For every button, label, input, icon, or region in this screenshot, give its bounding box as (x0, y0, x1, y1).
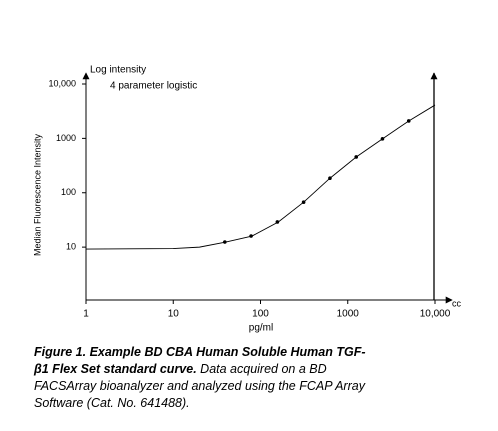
caption-text: Data acquired on a BD FACSArray bioanaly… (34, 362, 365, 410)
data-point (301, 200, 306, 205)
y-tick-label: 10,000 (48, 78, 76, 88)
x-tick-label: 100 (252, 309, 269, 320)
y-axis-title: Median Fluorescence Intensity (32, 133, 42, 256)
data-point (354, 155, 359, 159)
fit-curve (85, 104, 436, 250)
data-point (406, 119, 411, 123)
x-axis-end-label: cc (452, 298, 462, 308)
data-point (249, 234, 253, 238)
data-point (223, 240, 227, 244)
chart: Log intensity 4 parameter logistic Media… (32, 65, 462, 334)
x-axis-title: pg/ml (249, 323, 273, 334)
x-tick-label: 1000 (337, 309, 360, 320)
x-tick-label: 1 (83, 309, 89, 320)
data-point (328, 176, 332, 181)
y-tick-label: 10 (66, 242, 76, 252)
y-tick-label: 100 (61, 187, 76, 197)
x-tick-label: 10,000 (420, 309, 451, 320)
y-tick-label: 1000 (56, 133, 76, 143)
annotation: 4 parameter logistic (110, 81, 197, 92)
data-point (380, 137, 385, 141)
annotation: Log intensity (90, 65, 146, 76)
x-tick-label: 10 (168, 309, 180, 320)
caption: Figure 1. Example BD CBA Human Soluble H… (34, 344, 379, 412)
caption-bold: Figure 1. Example BD CBA Human Soluble H… (34, 345, 366, 376)
data-point (275, 220, 280, 224)
